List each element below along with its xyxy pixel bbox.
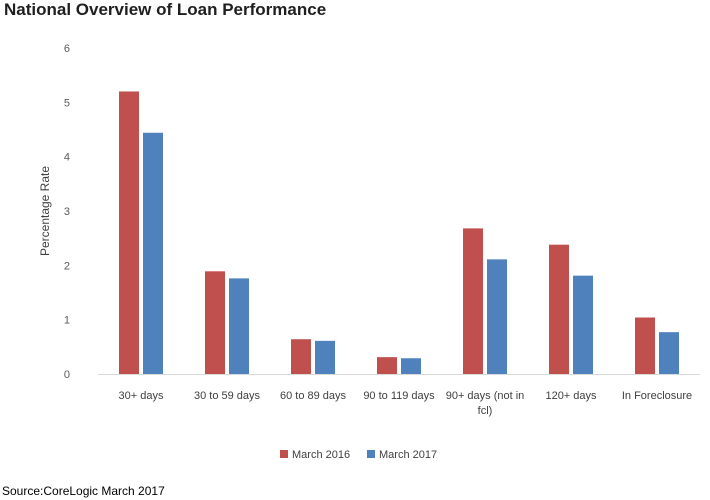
- x-tick-label: 90+ days (not in fcl): [446, 390, 525, 417]
- x-tick-label: 90 to 119 days: [363, 390, 435, 402]
- bar-series1: [205, 271, 225, 374]
- y-tick-label: 1: [64, 315, 70, 327]
- x-tick-label: 30+ days: [119, 390, 164, 402]
- bar-series1: [463, 228, 483, 374]
- bar-series2: [315, 340, 335, 374]
- bar-series2: [573, 275, 593, 374]
- y-tick-label: 6: [64, 43, 70, 55]
- legend-label: March 2016: [292, 449, 350, 461]
- y-tick-label: 0: [64, 369, 70, 381]
- bar-series2: [229, 278, 249, 374]
- chart-title: National Overview of Loan Performance: [4, 0, 327, 19]
- x-tick-label: 60 to 89 days: [280, 390, 347, 402]
- bar-series2: [143, 132, 163, 374]
- bar-series1: [549, 244, 569, 374]
- bar-series1: [291, 339, 311, 374]
- source-note: Source:CoreLogic March 2017: [2, 484, 165, 498]
- legend-swatch: [280, 450, 288, 458]
- bar-series2: [401, 358, 421, 374]
- y-tick-label: 5: [64, 97, 70, 109]
- legend-label: March 2017: [379, 449, 437, 461]
- x-tick-label: 120+ days: [545, 390, 597, 402]
- bar-series1: [119, 91, 139, 374]
- bar-series1: [377, 357, 397, 374]
- bar-series2: [659, 332, 679, 374]
- bar-series2: [487, 259, 507, 374]
- y-tick-label: 3: [64, 206, 70, 218]
- x-tick-label: In Foreclosure: [622, 390, 692, 402]
- y-tick-label: 4: [64, 152, 70, 164]
- x-tick-label: 30 to 59 days: [194, 390, 261, 402]
- y-axis-label: Percentage Rate: [38, 166, 52, 256]
- legend-swatch: [367, 450, 375, 458]
- y-tick-label: 2: [64, 260, 70, 272]
- bar-series1: [635, 317, 655, 374]
